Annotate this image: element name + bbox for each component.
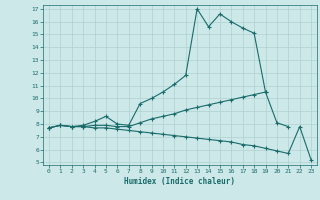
X-axis label: Humidex (Indice chaleur): Humidex (Indice chaleur) bbox=[124, 177, 236, 186]
